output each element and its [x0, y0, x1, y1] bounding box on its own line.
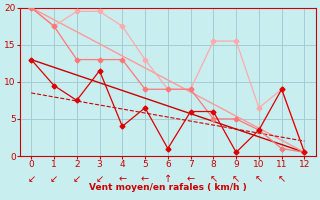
Text: ←: ←: [187, 174, 195, 184]
Text: ↖: ↖: [255, 174, 263, 184]
X-axis label: Vent moyen/en rafales ( km/h ): Vent moyen/en rafales ( km/h ): [89, 183, 247, 192]
Text: ↖: ↖: [278, 174, 286, 184]
Text: ↙: ↙: [50, 174, 58, 184]
Text: ↖: ↖: [232, 174, 240, 184]
Text: ↙: ↙: [73, 174, 81, 184]
Text: ←: ←: [141, 174, 149, 184]
Text: ↙: ↙: [27, 174, 35, 184]
Text: ←: ←: [118, 174, 126, 184]
Text: ↙: ↙: [95, 174, 104, 184]
Text: ↑: ↑: [164, 174, 172, 184]
Text: ↖: ↖: [209, 174, 217, 184]
